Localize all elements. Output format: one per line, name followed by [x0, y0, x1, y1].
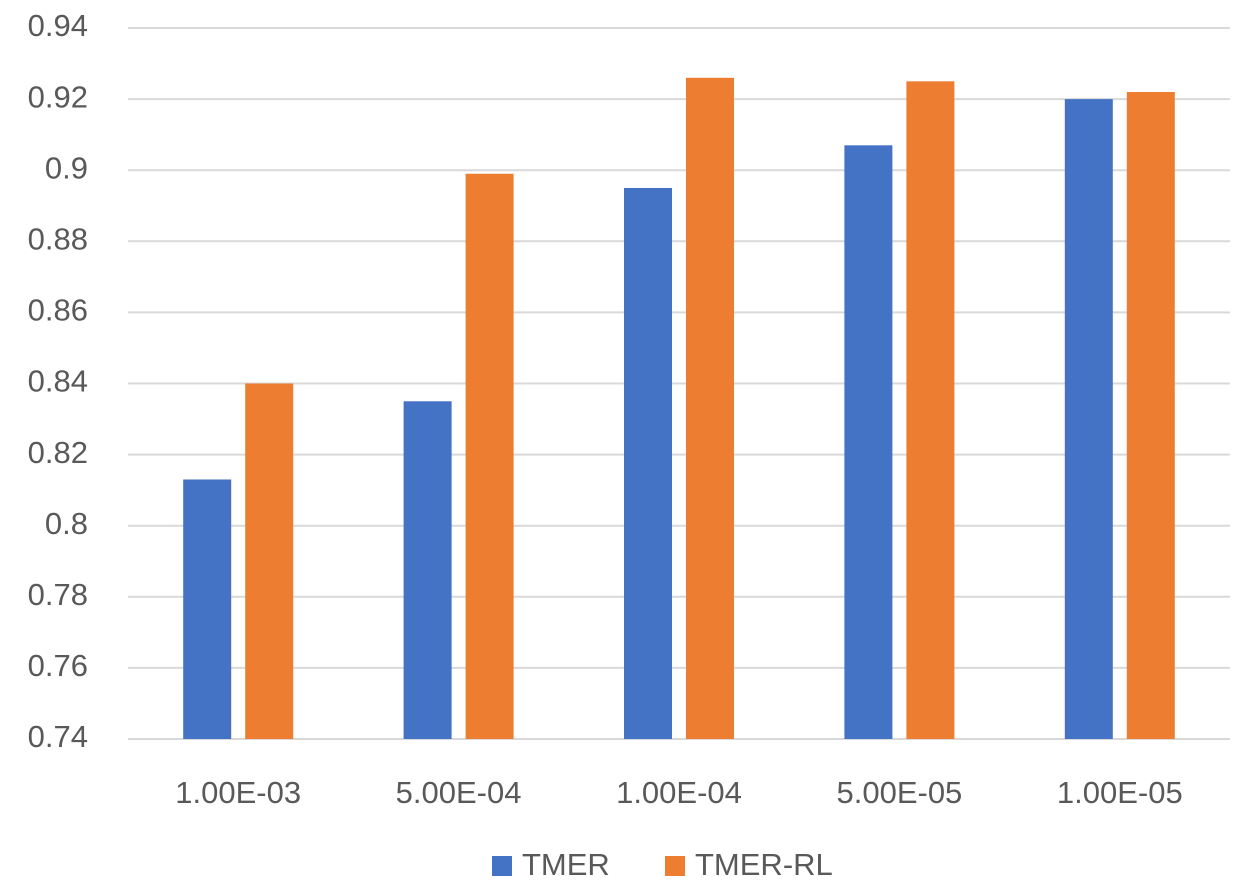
y-tick-label: 0.74	[28, 719, 88, 754]
bar	[906, 81, 955, 739]
legend-swatch	[492, 856, 512, 876]
bar	[624, 187, 672, 740]
x-tick-label: 1.00E-03	[175, 775, 301, 810]
bar	[245, 383, 294, 739]
y-tick-label: 0.9	[45, 150, 88, 185]
bar	[465, 173, 514, 739]
bar	[403, 401, 452, 739]
x-tick-label: 5.00E-04	[396, 775, 522, 810]
y-tick-label: 0.8	[45, 506, 88, 541]
bar	[1064, 99, 1113, 740]
y-tick-label: 0.92	[28, 79, 88, 114]
legend-label: TMER	[522, 847, 610, 882]
y-tick-label: 0.86	[28, 293, 88, 328]
y-tick-label: 0.88	[28, 221, 88, 256]
y-tick-label: 0.76	[28, 648, 88, 683]
y-tick-label: 0.82	[28, 435, 88, 470]
x-tick-label: 1.00E-04	[616, 775, 742, 810]
bar	[686, 77, 734, 739]
bar	[844, 145, 893, 739]
legend-label: TMER-RL	[695, 847, 833, 882]
y-tick-label: 0.94	[28, 8, 88, 43]
y-tick-label: 0.78	[28, 577, 88, 612]
legend-swatch	[665, 856, 685, 876]
bar	[183, 479, 232, 739]
y-tick-label: 0.84	[28, 364, 88, 399]
x-tick-label: 5.00E-05	[836, 775, 962, 810]
bar	[1126, 91, 1175, 740]
x-tick-label: 1.00E-05	[1057, 775, 1183, 810]
